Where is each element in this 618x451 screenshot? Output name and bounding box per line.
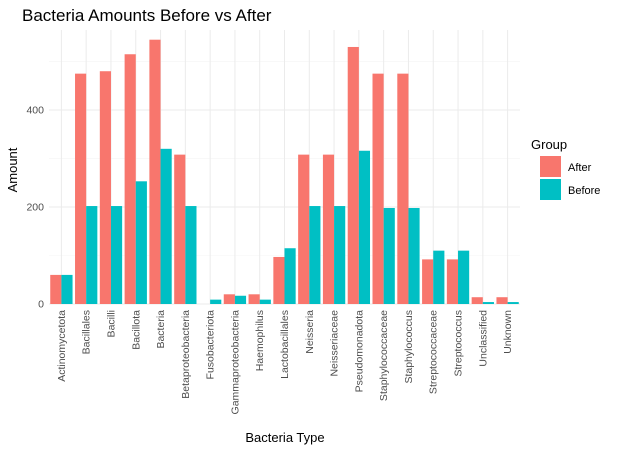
bar-after-betaproteobacteria: [174, 154, 186, 304]
y-tick-label: 200: [26, 202, 44, 214]
x-tick-label: Bacteria: [155, 310, 167, 349]
x-tick-label: Streptococcaceae: [428, 310, 440, 394]
bar-before-lactobacillales: [284, 248, 296, 304]
bar-before-bacilli: [110, 206, 123, 304]
legend-label-before: Before: [568, 185, 600, 197]
legend-key-after: [540, 156, 561, 177]
x-tick-label: Unknown: [502, 310, 514, 354]
bar-before-streptococcus: [458, 250, 470, 304]
bar-after-lactobacillales: [273, 256, 285, 304]
x-tick-label: Staphylococcus: [403, 310, 415, 384]
bar-before-bacillales: [86, 206, 98, 304]
bar-before-staphylococcus: [408, 207, 420, 304]
bar-after-bacteria: [149, 39, 161, 304]
x-tick-labels: Actinomycetota Bacillales Bacilli Bacillota…: [56, 310, 514, 415]
y-axis-title: Amount: [5, 147, 20, 192]
bar-before-unclassified: [482, 302, 494, 304]
bar-after-streptococcus: [446, 259, 459, 304]
x-tick-label: Bacilli: [105, 310, 117, 337]
legend: Group After Before: [531, 137, 600, 200]
bar-after-pseudomonadota: [347, 46, 359, 304]
bar-after-neisseriaceae: [322, 154, 335, 304]
x-tick-label: Bacillales: [81, 310, 93, 354]
bar-after-unknown: [496, 297, 508, 304]
bar-before-neisseria: [309, 206, 321, 304]
x-tick-label: Staphylococcaceae: [378, 310, 390, 401]
bar-before-pseudomonadota: [358, 150, 371, 304]
x-tick-label: Streptococcus: [453, 310, 465, 377]
chart-title: Bacteria Amounts Before vs After: [22, 6, 272, 25]
bar-after-bacilli: [99, 71, 111, 304]
x-tick-label: Pseudomonadota: [353, 310, 365, 392]
bar-before-staphylococcaceae: [383, 207, 395, 304]
bar-after-actinomycetota: [50, 274, 62, 304]
legend-title: Group: [531, 137, 567, 152]
x-tick-label: Betaproteobacteria: [180, 310, 192, 399]
x-tick-label: Bacillota: [130, 310, 142, 350]
legend-label-after: After: [568, 162, 592, 174]
x-tick-label: Lactobacillales: [279, 310, 291, 379]
bar-before-betaproteobacteria: [185, 206, 197, 304]
x-tick-label: Gammaproteobacteria: [229, 310, 241, 415]
y-tick-label: 400: [26, 105, 44, 117]
bar-after-bacillota: [124, 54, 136, 304]
x-tick-label: Neisseriaceae: [329, 310, 341, 377]
bar-before-actinomycetota: [61, 274, 73, 304]
bar-before-fusobacteriota: [210, 299, 222, 304]
x-tick-label: Fusobacteriota: [205, 310, 217, 380]
y-tick-label: 0: [38, 299, 44, 311]
bar-after-haemophilus: [248, 294, 260, 304]
bar-after-staphylococcus: [397, 73, 409, 304]
bar-after-unclassified: [471, 297, 483, 304]
x-axis-title: Bacteria Type: [245, 430, 324, 445]
bar-before-streptococcaceae: [433, 250, 445, 304]
bar-before-unknown: [507, 302, 519, 304]
x-tick-label: Haemophilus: [254, 310, 266, 371]
bar-before-haemophilus: [259, 299, 271, 304]
legend-key-before: [540, 179, 561, 200]
bar-before-bacteria: [160, 148, 172, 304]
bar-after-bacillales: [75, 73, 87, 304]
bar-after-streptococcaceae: [422, 259, 434, 304]
bar-after-gammaproteobacteria: [223, 294, 235, 304]
bars: [50, 39, 519, 304]
bar-before-gammaproteobacteria: [234, 295, 247, 304]
bar-after-staphylococcaceae: [372, 73, 384, 304]
x-tick-label: Neisseria: [304, 310, 316, 354]
x-tick-label: Actinomycetota: [56, 310, 68, 382]
y-tick-labels: 0 200 400: [26, 105, 44, 311]
bar-after-neisseria: [298, 154, 310, 304]
bar-before-neisseriaceae: [334, 206, 346, 304]
x-tick-label: Unclassified: [477, 310, 489, 367]
bar-before-bacillota: [135, 181, 147, 304]
